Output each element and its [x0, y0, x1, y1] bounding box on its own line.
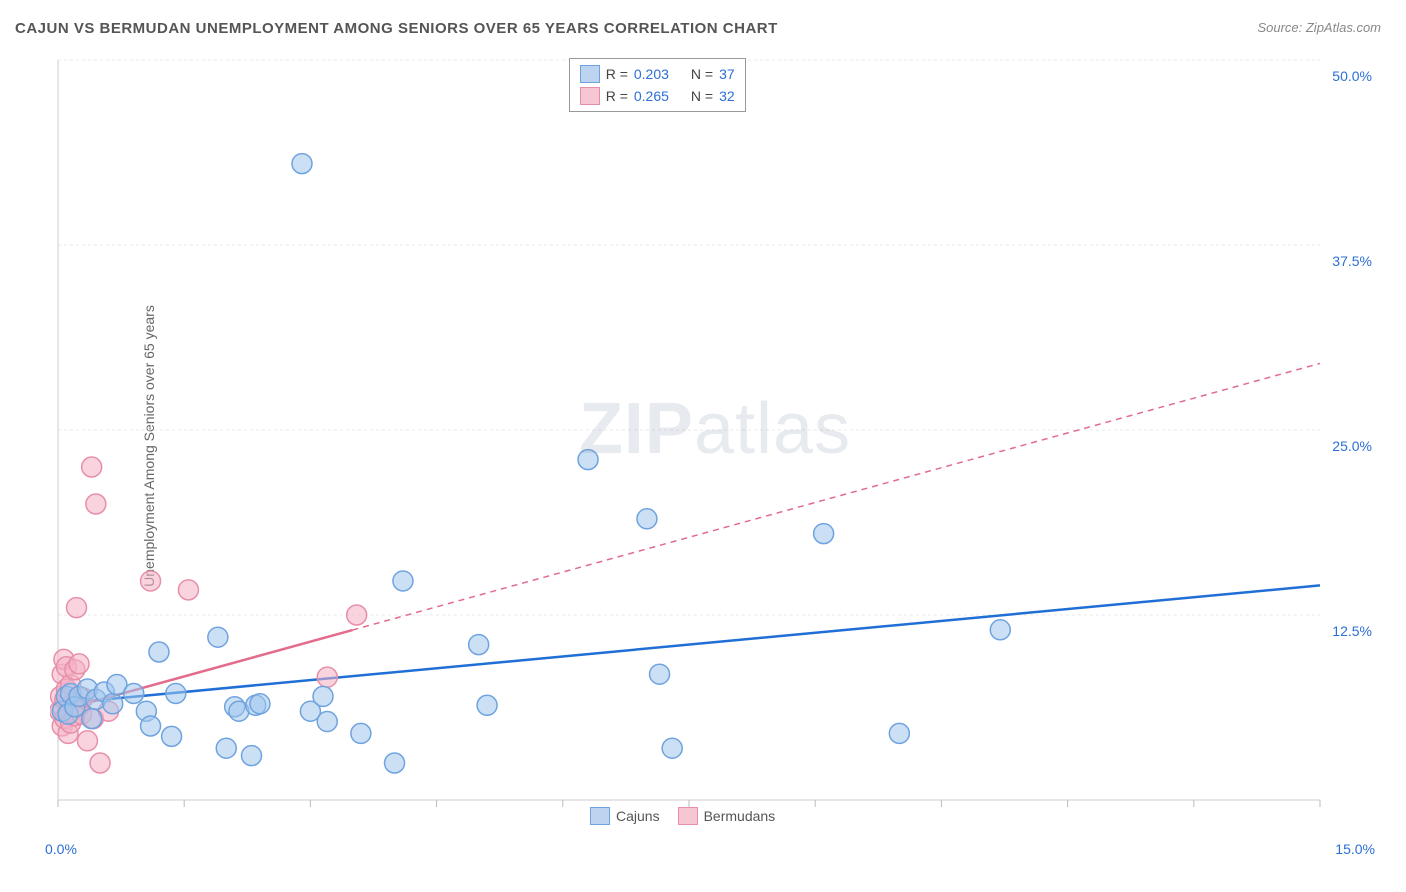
series-legend: Cajuns Bermudans [590, 807, 775, 825]
legend-swatch [590, 807, 610, 825]
legend-row: R = 0.265 N = 32 [580, 85, 735, 107]
legend-item: Cajuns [590, 807, 660, 825]
n-value: 37 [719, 66, 735, 82]
chart-title: CAJUN VS BERMUDAN UNEMPLOYMENT AMONG SEN… [15, 20, 778, 37]
y-tick-label: 12.5% [1332, 623, 1372, 639]
legend-label: Cajuns [616, 808, 660, 824]
x-axis-max-label: 15.0% [1335, 841, 1375, 857]
y-tick-label: 25.0% [1332, 438, 1372, 454]
n-label: N = [691, 88, 713, 104]
r-value: 0.203 [634, 66, 669, 82]
legend-label: Bermudans [704, 808, 776, 824]
r-label: R = [606, 66, 628, 82]
scatter-chart [50, 55, 1380, 835]
legend-swatch [580, 87, 600, 105]
legend-item: Bermudans [678, 807, 776, 825]
plot-area: ZIPatlas R =0.203N =37R =0.265N =32 0.0%… [50, 55, 1380, 835]
legend-swatch [678, 807, 698, 825]
x-axis-min-label: 0.0% [45, 841, 77, 857]
source-attribution: Source: ZipAtlas.com [1257, 20, 1381, 35]
legend-swatch [580, 65, 600, 83]
r-value: 0.265 [634, 88, 669, 104]
y-tick-label: 37.5% [1332, 253, 1372, 269]
n-value: 32 [719, 88, 735, 104]
correlation-legend: R = 0.203 N = 37 R = 0.265 N = 32 [569, 58, 746, 112]
n-label: N = [691, 66, 713, 82]
legend-row: R = 0.203 N = 37 [580, 63, 735, 85]
r-label: R = [606, 88, 628, 104]
y-tick-label: 50.0% [1332, 68, 1372, 84]
